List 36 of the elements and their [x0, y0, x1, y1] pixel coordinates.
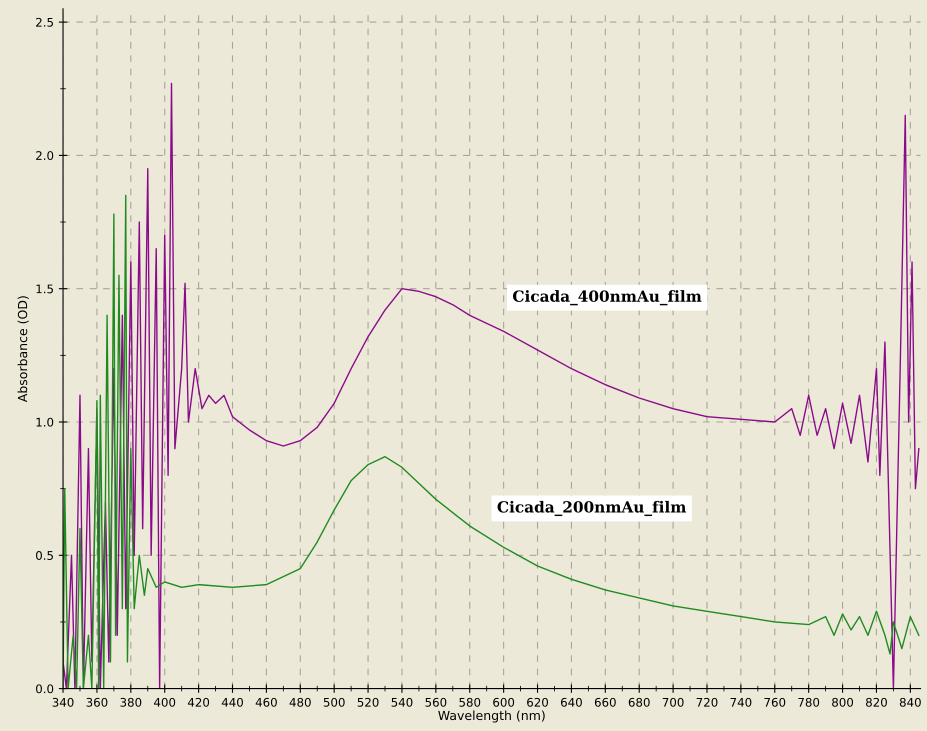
x-tick-label: 360	[86, 698, 108, 707]
x-tick-label: 800	[832, 698, 854, 707]
x-tick-label: 380	[120, 698, 142, 707]
x-tick-label: 700	[662, 698, 684, 707]
x-tick-label: 560	[425, 698, 446, 707]
series-label: Cicada_400nmAu_film	[512, 290, 702, 306]
x-tick-label: 420	[188, 698, 210, 707]
y-tick-label: 2.5	[36, 18, 53, 27]
x-tick-label: 580	[459, 698, 480, 707]
x-tick-label: 820	[866, 698, 887, 707]
y-tick-label: 2.0	[36, 151, 54, 160]
x-tick-label: 660	[594, 698, 616, 707]
y-tick-label: 1.0	[36, 418, 54, 427]
x-tick-label: 540	[392, 698, 412, 707]
x-tick-label: 840	[900, 698, 921, 707]
y-tick-label: 0.0	[36, 684, 54, 694]
x-tick-label: 680	[628, 698, 650, 707]
x-tick-label: 460	[256, 698, 277, 707]
series-label: Cicada_200nmAu_film	[498, 500, 686, 516]
y-tick-label: 0.5	[36, 551, 53, 560]
x-tick-label: 620	[527, 698, 548, 707]
y-axis-title: Absorbance (OD)	[18, 296, 29, 402]
x-tick-label: 600	[493, 698, 514, 707]
x-axis-title: Wavelength (nm)	[438, 710, 545, 723]
x-tick-label: 480	[290, 698, 311, 707]
y-tick-label: 1.5	[36, 284, 53, 294]
x-tick-label: 520	[358, 698, 379, 707]
x-tick-label: 400	[154, 698, 176, 707]
x-tick-label: 720	[696, 698, 718, 707]
x-tick-label: 780	[798, 698, 820, 707]
x-tick-label: 740	[730, 698, 752, 707]
x-tick-label: 760	[764, 698, 786, 707]
x-tick-label: 640	[560, 698, 582, 707]
x-tick-label: 440	[222, 698, 243, 707]
x-tick-label: 340	[52, 698, 74, 707]
x-tick-label: 500	[324, 698, 345, 707]
